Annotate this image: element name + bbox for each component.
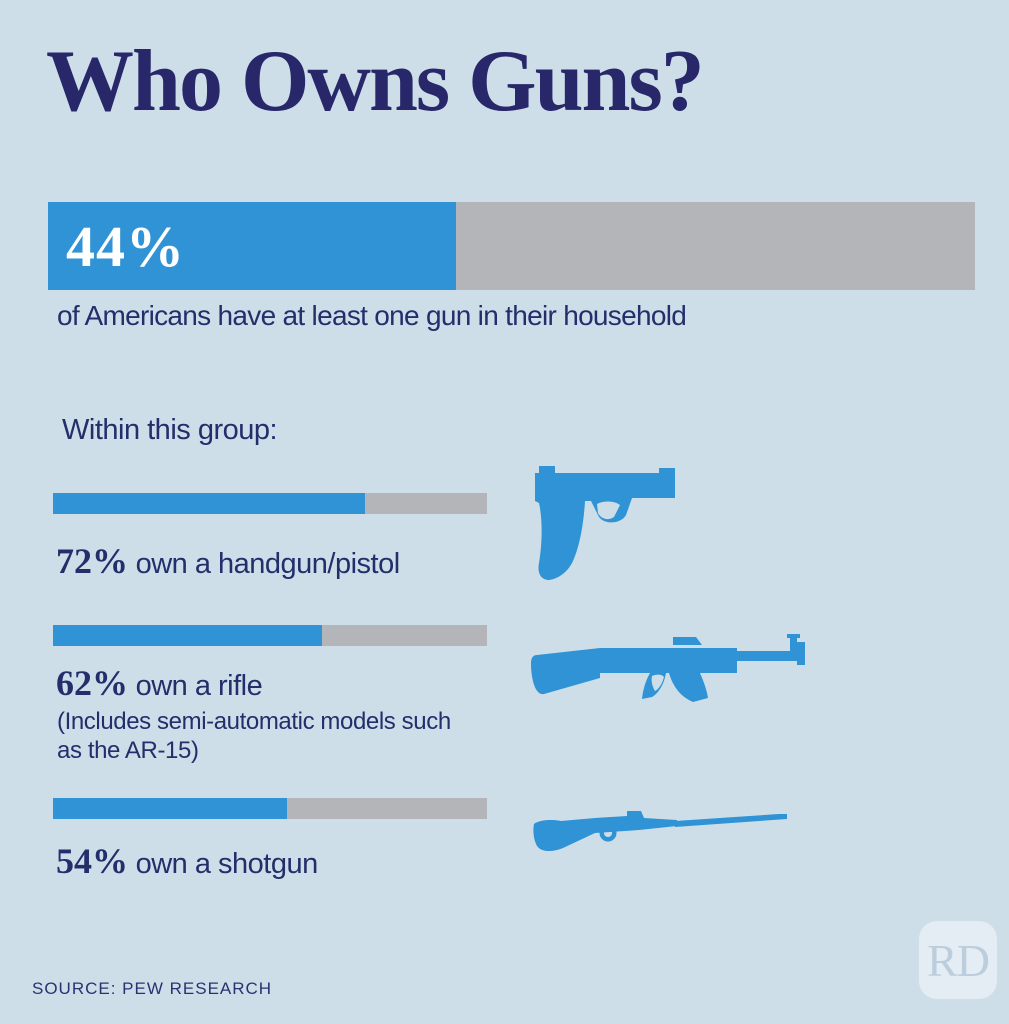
main-stat-bar-fill: 44% <box>48 202 456 290</box>
rifle-bar-track <box>53 625 487 646</box>
source-credit: SOURCE: PEW RESEARCH <box>32 979 273 998</box>
rifle-value: 62% <box>56 663 128 703</box>
handgun-label-text: own a handgun/pistol <box>135 548 401 580</box>
handgun-row-label: 72% own a handgun/pistol <box>56 540 400 582</box>
main-stat-description: of Americans have at least one gun in th… <box>57 300 687 331</box>
shotgun-bar-fill <box>53 798 288 819</box>
shotgun-icon <box>533 811 787 852</box>
rifle-bar-fill <box>53 625 323 646</box>
handgun-bar-fill <box>53 493 366 514</box>
shotgun-value: 54% <box>56 841 128 881</box>
handgun-icon <box>535 466 675 580</box>
shotgun-row-label: 54% own a shotgun <box>56 840 318 882</box>
handgun-value: 72% <box>56 541 128 581</box>
main-stat-value: 44% <box>66 213 185 279</box>
rifle-icon <box>531 634 805 702</box>
shotgun-label-text: own a shotgun <box>135 848 319 880</box>
handgun-bar-track <box>53 493 487 514</box>
rd-logo: RD <box>919 921 997 999</box>
group-label: Within this group: <box>62 414 278 446</box>
shotgun-bar-track <box>53 798 487 819</box>
rifle-label-text: own a rifle <box>135 670 263 702</box>
rifle-row-label: 62% own a rifle <box>56 662 263 704</box>
rd-logo-text: RD <box>927 934 990 986</box>
main-stat-bar-track: 44% <box>48 202 975 290</box>
page-title: Who Owns Guns? <box>46 33 705 130</box>
rifle-note: (Includes semi-automatic models such as … <box>57 708 451 765</box>
